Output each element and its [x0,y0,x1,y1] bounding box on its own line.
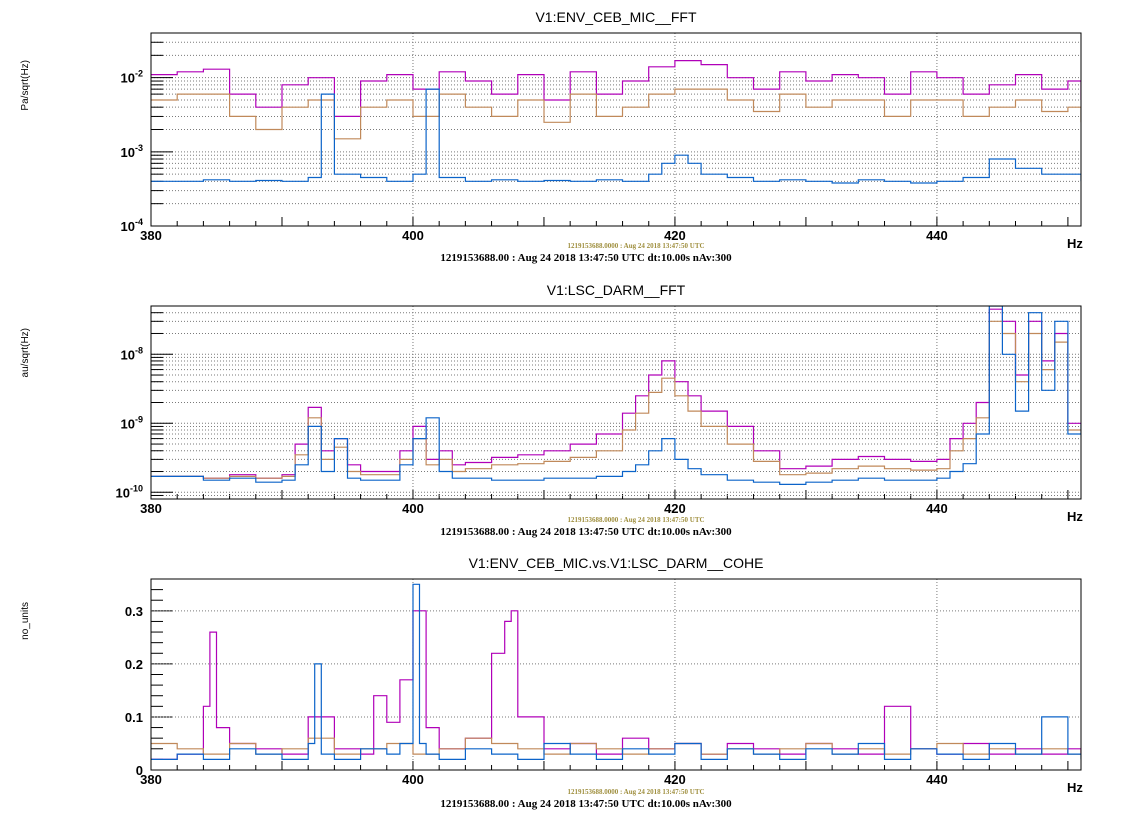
timestamp: 1219153688.00 : Aug 24 2018 13:47:50 UTC… [440,798,732,810]
series-line-2 [151,320,1081,479]
x-tick-label: 380 [140,501,162,516]
series-line-3 [151,88,1081,184]
series-line-1 [151,308,1081,479]
series-line-3 [151,306,1081,485]
timestamp: 1219153688.00 : Aug 24 2018 13:47:50 UTC… [440,252,732,264]
y-tick-label: 0.1 [125,710,143,725]
chart-title: V1:ENV_CEB_MIC.vs.V1:LSC_DARM__COHE [469,555,764,571]
y-tick-label: 10-3 [121,143,143,160]
x-tick-label: 440 [926,501,948,516]
series-line-2 [151,88,1081,140]
y-axis-label: no_units [20,602,31,640]
x-tick-label: 400 [402,772,424,787]
y-tick-label: 10-8 [121,345,143,362]
y-tick-label: 10-10 [116,483,143,500]
y-tick-label: 0.2 [125,657,143,672]
series-line-1 [151,610,1081,760]
panel-2: V1:LSC_DARM__FFT au/sqrt(Hz) Hz 380 400 420 44… [20,282,1083,538]
y-axis-label: au/sqrt(Hz) [20,328,31,377]
x-tick-label: 400 [402,228,424,243]
panel-1: V1:ENV_CEB_MIC__FFT Pa/sqrt(Hz) Hz 380 400 42… [20,9,1083,264]
x-tick-label: 380 [140,772,162,787]
y-axis-label: Pa/sqrt(Hz) [20,60,31,111]
timestamp-small: 1219153688.0000 : Aug 24 2018 13:47:50 U… [567,516,704,524]
x-tick-label: 420 [664,501,686,516]
y-tick-label: 10-2 [121,69,143,86]
x-tick-label: 380 [140,228,162,243]
x-tick-label: 420 [664,772,686,787]
x-tick-label: 440 [926,228,948,243]
y-tick-label: 0 [136,763,143,778]
panel-3: V1:ENV_CEB_MIC.vs.V1:LSC_DARM__COHE no_un… [20,555,1083,810]
series-line-1 [151,60,1081,117]
plot-frame [150,578,1082,771]
y-tick-label: 10-4 [121,217,143,234]
plot-frame [150,32,1082,227]
y-tick-label: 0.3 [125,604,143,619]
series-line-3 [151,583,1081,760]
chart-title: V1:ENV_CEB_MIC__FFT [535,9,696,25]
plot-frame [150,305,1082,500]
timestamp-small: 1219153688.0000 : Aug 24 2018 13:47:50 U… [567,242,704,250]
x-tick-label: 400 [402,501,424,516]
y-tick-label: 10-9 [121,414,143,431]
x-axis-label: Hz [1067,236,1083,251]
timestamp-small: 1219153688.0000 : Aug 24 2018 13:47:50 U… [567,788,704,796]
x-axis-label: Hz [1067,509,1083,524]
series-line-2 [151,737,1081,755]
x-tick-label: 420 [664,228,686,243]
timestamp: 1219153688.00 : Aug 24 2018 13:47:50 UTC… [440,526,732,538]
x-tick-label: 440 [926,772,948,787]
chart-title: V1:LSC_DARM__FFT [547,282,686,298]
x-axis-label: Hz [1067,780,1083,795]
